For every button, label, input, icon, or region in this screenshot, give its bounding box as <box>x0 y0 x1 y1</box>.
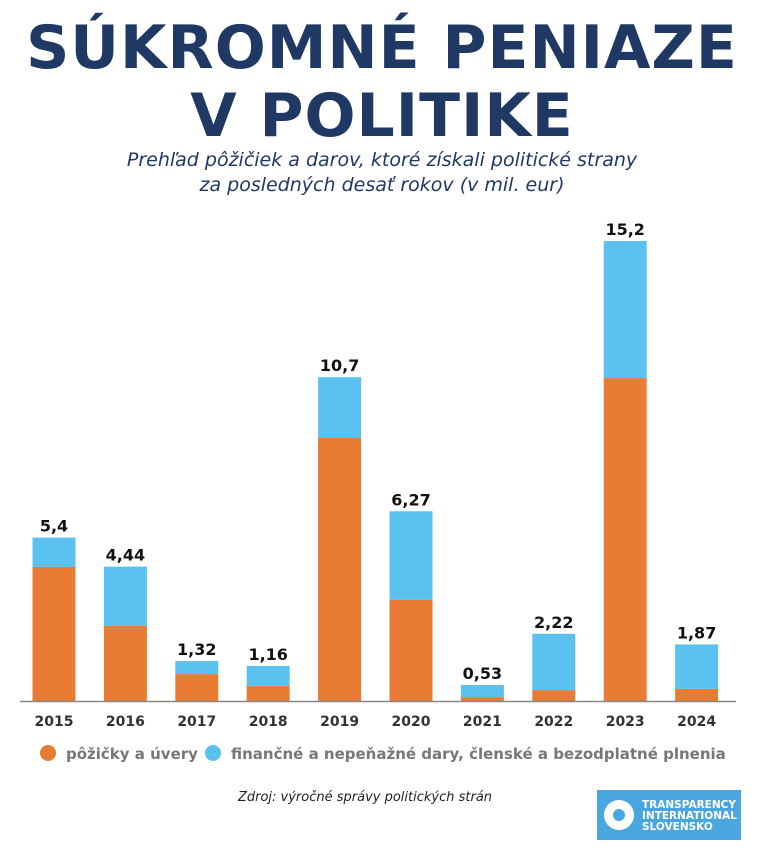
legend-label-1: finančné a nepeňažné dary, členské a bez… <box>231 745 726 763</box>
bar-loans-2024 <box>675 688 719 701</box>
bar-loans-2022 <box>532 690 576 701</box>
bar-loans-2017 <box>175 674 219 701</box>
total-label-2023: 15,2 <box>605 220 644 239</box>
transparency-logo: TRANSPARENCY INTERNATIONAL SLOVENSKO <box>597 790 741 840</box>
x-tick-2016: 2016 <box>106 714 145 730</box>
subtitle-line-1: Prehľad pôžičiek a darov, ktoré získali … <box>126 149 638 171</box>
logo-icon <box>604 800 634 830</box>
x-tick-2017: 2017 <box>177 714 216 730</box>
x-tick-2021: 2021 <box>463 714 502 730</box>
bar-loans-2023 <box>603 378 647 701</box>
total-label-2015: 5,4 <box>40 517 68 536</box>
bar-loans-2020 <box>389 599 433 701</box>
logo-text-1: TRANSPARENCY <box>642 799 736 811</box>
total-label-2018: 1,16 <box>248 645 287 664</box>
bar-loans-2015 <box>32 566 76 701</box>
total-label-2022: 2,22 <box>534 613 573 632</box>
x-tick-2015: 2015 <box>35 714 74 730</box>
bar-donations-2015 <box>32 537 76 567</box>
total-label-2019: 10,7 <box>320 356 359 375</box>
logo-text-3: SLOVENSKO <box>642 821 713 833</box>
bar-donations-2021 <box>460 684 504 698</box>
legend-swatch-0 <box>40 745 56 761</box>
bar-donations-2022 <box>532 633 576 691</box>
bar-loans-2018 <box>246 685 290 701</box>
bar-donations-2018 <box>246 665 290 686</box>
total-label-2017: 1,32 <box>177 640 216 659</box>
x-tick-2019: 2019 <box>320 714 359 730</box>
x-tick-2022: 2022 <box>534 714 573 730</box>
bar-loans-2021 <box>460 697 504 701</box>
total-label-2024: 1,87 <box>677 623 716 642</box>
source-note: Zdroj: výročné správy politických strán <box>237 790 493 805</box>
bar-donations-2023 <box>603 241 647 379</box>
logo-text-2: INTERNATIONAL <box>642 810 737 822</box>
stacked-bar-chart: 5,4 2015 4,44 2016 1,32 2017 1,16 2018 10,7 2019 6… <box>20 220 736 763</box>
bar-donations-2020 <box>389 511 433 600</box>
bar-donations-2019 <box>318 377 362 439</box>
bar-loans-2016 <box>103 625 147 701</box>
total-label-2016: 4,44 <box>106 546 145 565</box>
legend-swatch-1 <box>205 745 221 761</box>
x-tick-2018: 2018 <box>249 714 288 730</box>
x-tick-2020: 2020 <box>392 714 431 730</box>
title-line-2: V POLITIKE <box>190 81 574 151</box>
x-tick-2024: 2024 <box>677 714 716 730</box>
bar-loans-2019 <box>318 438 362 701</box>
legend-label-0: pôžičky a úvery <box>66 745 198 763</box>
bar-donations-2024 <box>675 644 719 689</box>
subtitle-line-2: za posledných desať rokov (v mil. eur) <box>199 174 565 196</box>
title-line-1: SÚKROMNÉ PENIAZE <box>26 13 738 83</box>
bar-donations-2017 <box>175 661 219 675</box>
total-label-2021: 0,53 <box>463 664 502 683</box>
total-label-2020: 6,27 <box>391 490 430 509</box>
x-tick-2023: 2023 <box>606 714 645 730</box>
bar-donations-2016 <box>103 566 147 626</box>
